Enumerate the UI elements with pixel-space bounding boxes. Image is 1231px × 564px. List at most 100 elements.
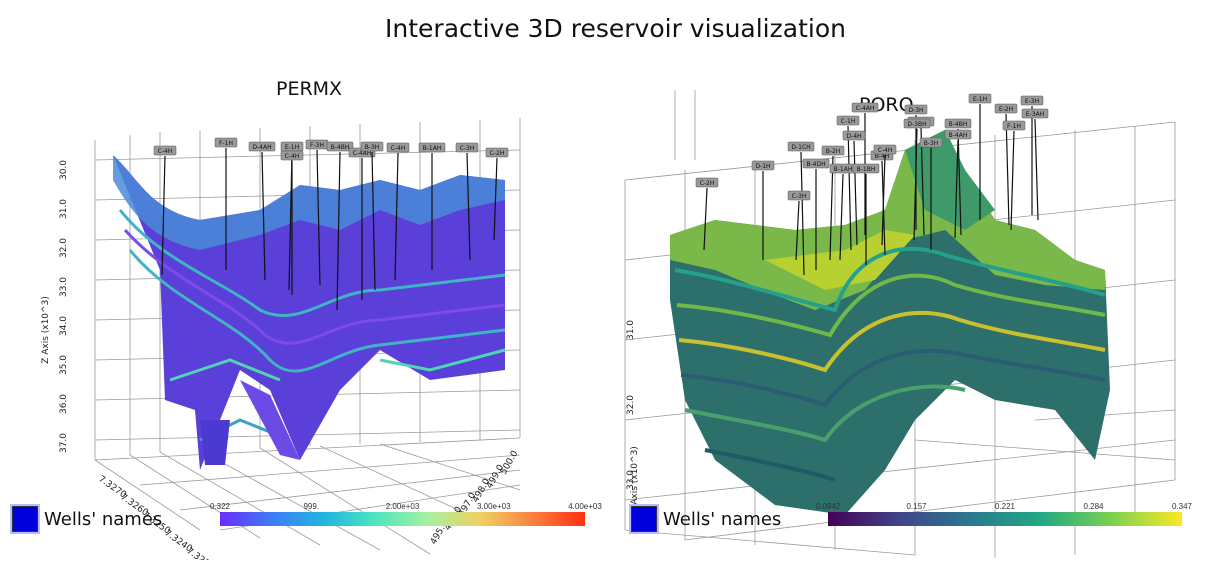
- well-label: B-2H: [826, 148, 841, 155]
- well-trajectory: [466, 152, 471, 261]
- well-c-3h: C-3H: [787, 190, 811, 261]
- well-label-box: [1002, 120, 1026, 131]
- well-label: C-4AH: [353, 150, 372, 157]
- well-label: C-4H: [878, 147, 893, 154]
- well-c-2h: C-2H: [485, 147, 509, 241]
- poro-reservoir: [670, 130, 1110, 515]
- well-label: B-3H: [365, 144, 380, 151]
- x-tick-label: 7.3230: [184, 546, 216, 560]
- well-label-box: [360, 141, 384, 152]
- well-label: C-3H: [792, 193, 807, 200]
- colorbar-tick-label: 0.0942: [815, 502, 841, 511]
- well-d-4ah: D-4AH: [248, 141, 276, 281]
- colorbar-tick-label: 3.00e+03: [476, 502, 511, 511]
- well-label: E-3AH: [1026, 111, 1044, 118]
- well-b-1bh: B-1BH: [852, 163, 880, 265]
- well-b-2h: B-2H: [821, 145, 845, 261]
- well-d-1h: D-1H: [751, 160, 775, 260]
- poro-panel[interactable]: PORO C-2H D-1H D-1CH C-3H B-4DH C-1H B-2H C-4AH…: [615, 60, 1231, 560]
- well-label-box: [326, 141, 354, 152]
- permx-panel[interactable]: PERMX C-4H F-1H D-4AH E-1H C-4H F-3H B-4: [0, 60, 615, 560]
- colorbar-tick-label: 0.284: [1083, 502, 1104, 511]
- well-trajectory: [394, 152, 399, 281]
- well-label: B-4BH: [331, 144, 350, 151]
- z-tick-label: 34.0: [59, 316, 69, 336]
- well-label-box: [944, 118, 972, 129]
- well-label: E-3H: [1025, 98, 1039, 105]
- well-d-1ch: D-1CH: [787, 141, 815, 276]
- well-c-4h: C-4H: [386, 142, 410, 281]
- well-b-4ah: B-4AH: [944, 129, 972, 239]
- well-c-3h: C-3H: [455, 142, 479, 261]
- well-b-3h: B-3H: [919, 137, 943, 250]
- well-label: B-3H: [924, 140, 939, 147]
- well-trajectory: [954, 139, 959, 239]
- well-trajectory: [839, 173, 844, 261]
- well-label: B-4AH: [949, 132, 968, 139]
- wells-legend-swatch: [629, 504, 659, 534]
- well-trajectory: [336, 151, 341, 311]
- well-label-box: [903, 118, 931, 129]
- well-label: D-3BH: [907, 121, 926, 128]
- well-c-4h: C-4H: [153, 145, 177, 276]
- z-tick-label: 37.0: [59, 433, 69, 453]
- well-trajectory: [1034, 118, 1039, 221]
- colorbar-tick-label: 2.00e+03: [385, 502, 420, 511]
- page-title: Interactive 3D reservoir visualization: [385, 14, 846, 43]
- well-label-box: [904, 104, 928, 115]
- z-tick-label: 33.0: [626, 470, 636, 490]
- well-label: B-1AH: [423, 145, 442, 152]
- well-label: C-3H: [460, 145, 475, 152]
- poro-wells: C-2H D-1H D-1CH C-3H B-4DH C-1H B-2H C-4AH D-4H B…: [695, 93, 1049, 276]
- well-label: C-4H: [285, 153, 300, 160]
- well-label-box: [153, 145, 177, 156]
- well-label: F-1H: [219, 140, 233, 147]
- well-f-3h: F-3H: [305, 139, 329, 286]
- z-tick-label: 30.0: [59, 160, 69, 180]
- well-label-box: [873, 144, 897, 155]
- well-trajectory: [795, 200, 800, 261]
- well-label-box: [695, 177, 719, 188]
- well-trajectory: [371, 151, 376, 291]
- well-label: D-1CH: [791, 144, 810, 151]
- wells-legend-label: Wells' names: [44, 508, 163, 530]
- well-label-box: [994, 103, 1018, 114]
- colorbar-tick-label: 0.157: [906, 502, 927, 511]
- well-trajectory: [913, 128, 918, 241]
- z-tick-label: 33.0: [59, 277, 69, 297]
- well-trajectory: [881, 154, 886, 246]
- well-d-4h: D-4H: [842, 130, 866, 246]
- well-label: B-4BH: [949, 121, 968, 128]
- well-label: E-1H: [973, 96, 987, 103]
- well-label: D-4AH: [252, 144, 271, 151]
- well-f-1h: F-1H: [214, 137, 238, 270]
- well-label-box: [485, 147, 509, 158]
- permx-colorbar: [220, 512, 585, 526]
- well-e-2h: E-2H: [994, 103, 1018, 226]
- z-tick-label: 32.0: [626, 395, 636, 415]
- well-label: C-4H: [391, 145, 406, 152]
- well-trajectory: [1005, 113, 1010, 226]
- well-label: F-1H: [1007, 123, 1021, 130]
- wells-legend-swatch: [10, 504, 40, 534]
- well-b-4dh: B-4DH: [802, 158, 830, 270]
- well-label-box: [751, 160, 775, 171]
- well-label: F-3H: [310, 142, 324, 149]
- well-label: E-1H: [285, 144, 299, 151]
- well-trajectory: [800, 151, 805, 276]
- poro-z-ticks: 31.0 32.0 33.0: [626, 320, 636, 490]
- well-d-3bh: D-3BH: [903, 118, 931, 241]
- well-label-box: [821, 145, 845, 156]
- z-tick-label: 32.0: [59, 238, 69, 258]
- well-label: C-4AH: [856, 105, 875, 112]
- well-label: C-2H: [700, 180, 715, 187]
- well-label-box: [418, 142, 446, 153]
- well-label: D-1H: [755, 163, 770, 170]
- colorbar-tick-label: 0.221: [994, 502, 1016, 511]
- well-label: E-2H: [999, 106, 1013, 113]
- poro-3d-view[interactable]: C-2H D-1H D-1CH C-3H B-4DH C-1H B-2H C-4AH D-4H B…: [615, 60, 1231, 560]
- well-c-2h: C-2H: [695, 177, 719, 251]
